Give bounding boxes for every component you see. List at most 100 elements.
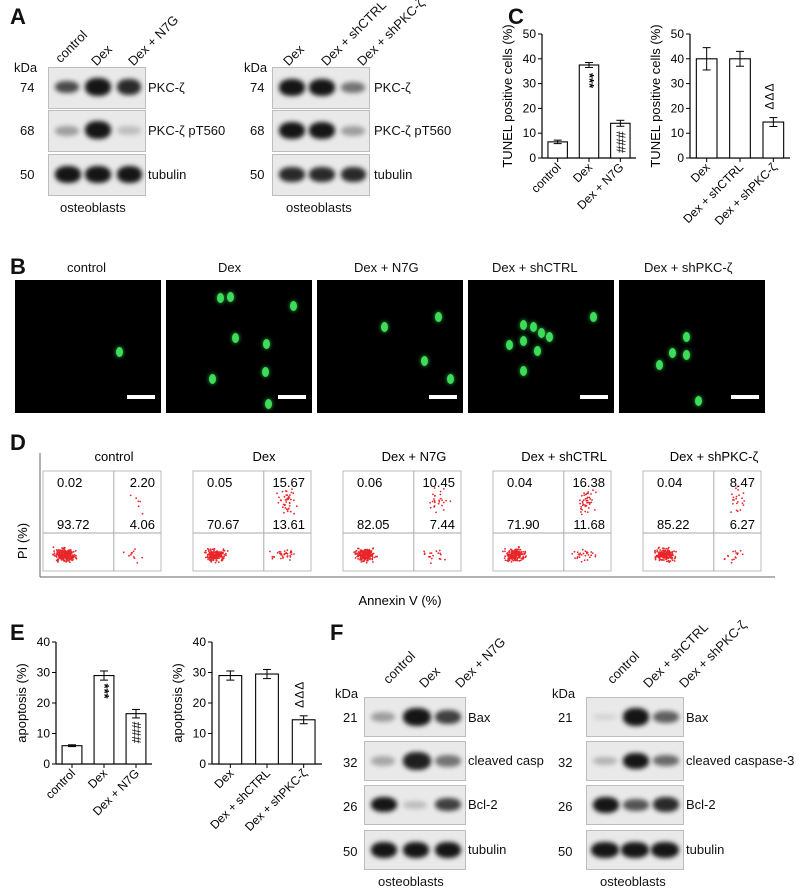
flow-event-dot xyxy=(365,561,368,564)
flow-event-dot xyxy=(429,501,431,504)
kda-label: kDa xyxy=(335,686,359,701)
flow-event-dot xyxy=(204,549,207,552)
flow-event-dot xyxy=(584,510,587,513)
flow-event-dot xyxy=(288,505,291,507)
flow-event-dot xyxy=(359,549,362,552)
quadrant-value: 8.47 xyxy=(730,475,755,490)
flow-event-dot xyxy=(362,555,364,558)
flow-event-dot xyxy=(580,511,582,513)
flow-event-dot xyxy=(675,550,677,553)
flow-event-dot xyxy=(75,557,78,560)
y-axis-label: TUNEL positive cells (%) xyxy=(648,24,663,167)
flow-event-dot xyxy=(741,497,743,500)
flow-event-dot xyxy=(69,557,72,560)
flow-event-dot xyxy=(433,505,436,507)
flow-event-dot xyxy=(221,556,224,559)
flow-plot-title: control xyxy=(94,449,133,464)
flow-event-dot xyxy=(583,559,586,562)
flow-event-dot xyxy=(741,553,744,556)
mw-marker: 74 xyxy=(20,80,35,95)
flow-event-dot xyxy=(356,555,359,558)
flow-event-dot xyxy=(134,548,136,550)
flow-event-dot xyxy=(212,559,215,562)
flow-event-dot xyxy=(430,552,433,554)
flow-event-dot xyxy=(582,503,585,506)
flow-event-dot xyxy=(286,549,289,552)
flow-event-dot xyxy=(212,554,215,557)
flow-event-dot xyxy=(131,552,134,554)
flow-event-dot xyxy=(654,549,656,552)
western-blot-strip xyxy=(48,110,146,152)
flow-event-dot xyxy=(63,548,66,550)
y-tick-label: 40 xyxy=(193,635,207,649)
flow-event-dot xyxy=(361,557,363,559)
y-tick-label: 10 xyxy=(671,126,685,140)
flow-event-dot xyxy=(130,553,132,556)
flow-event-dot xyxy=(364,558,366,560)
flow-event-dot xyxy=(438,501,441,503)
y-tick-label: 0 xyxy=(677,151,684,165)
bar xyxy=(547,141,568,159)
flow-event-dot xyxy=(215,559,218,562)
flow-event-dot xyxy=(428,555,430,558)
flow-event-dot xyxy=(213,549,216,552)
flow-event-dot xyxy=(128,554,130,557)
flow-event-dot xyxy=(663,559,665,561)
flow-event-dot xyxy=(75,554,77,557)
y-tick-label: 0 xyxy=(529,151,536,165)
flow-event-dot xyxy=(723,558,726,561)
tunel-micrograph xyxy=(166,280,312,413)
flow-event-dot xyxy=(295,505,298,508)
flow-event-dot xyxy=(64,556,66,558)
flow-plot-title: Dex + N7G xyxy=(382,449,447,464)
flow-event-dot xyxy=(579,499,581,502)
flow-event-dot xyxy=(214,557,217,560)
flow-event-dot xyxy=(735,497,738,500)
flow-event-dot xyxy=(730,511,732,513)
flow-event-dot xyxy=(290,491,293,494)
panel-label-e: E xyxy=(10,620,25,645)
flow-event-dot xyxy=(207,558,210,561)
flow-event-dot xyxy=(281,506,284,509)
flow-event-dot xyxy=(659,553,662,556)
flow-event-dot xyxy=(207,550,210,553)
flow-event-dot xyxy=(517,545,520,548)
flow-event-dot xyxy=(595,491,597,494)
flow-event-dot xyxy=(571,552,574,555)
flow-event-dot xyxy=(658,557,661,560)
flow-event-dot xyxy=(667,560,670,562)
flow-event-dot xyxy=(219,556,222,558)
flow-event-dot xyxy=(656,550,659,553)
flow-event-dot xyxy=(743,500,746,502)
flow-event-dot xyxy=(368,548,371,551)
flow-event-dot xyxy=(524,550,527,553)
y-tick-label: 0 xyxy=(199,757,206,771)
flow-event-dot xyxy=(730,561,733,564)
flow-event-dot xyxy=(519,548,522,551)
flow-event-dot xyxy=(206,547,209,550)
flow-event-dot xyxy=(289,510,292,513)
flow-event-dot xyxy=(510,555,513,558)
quadrant-value: 0.02 xyxy=(57,475,82,490)
tunel-micrograph xyxy=(619,280,765,413)
flow-event-dot xyxy=(590,493,592,495)
flow-event-dot xyxy=(280,499,282,502)
x-tick-label: control xyxy=(528,160,563,195)
flow-event-dot xyxy=(581,502,584,504)
flow-event-dot xyxy=(282,556,285,559)
flow-event-dot xyxy=(59,549,62,552)
flow-event-dot xyxy=(657,556,660,559)
flow-event-dot xyxy=(285,501,288,503)
flow-event-dot xyxy=(580,554,583,556)
flow-plot-title: Dex + shPKC-ζ xyxy=(670,449,759,464)
western-blot-strip xyxy=(586,830,684,870)
flow-event-dot xyxy=(736,510,739,513)
y-tick-label: 30 xyxy=(37,666,51,680)
tunel-bar-chart-shpkc: TUNEL positive cells (%) 01020304050DexDe… xyxy=(648,24,790,228)
flow-event-dot xyxy=(509,557,512,559)
y-tick-label: 30 xyxy=(523,77,537,91)
cell-type-label: osteoblasts xyxy=(286,200,352,215)
flow-event-dot xyxy=(518,555,521,557)
flow-event-dot xyxy=(442,509,445,511)
flow-event-dot xyxy=(56,551,58,553)
